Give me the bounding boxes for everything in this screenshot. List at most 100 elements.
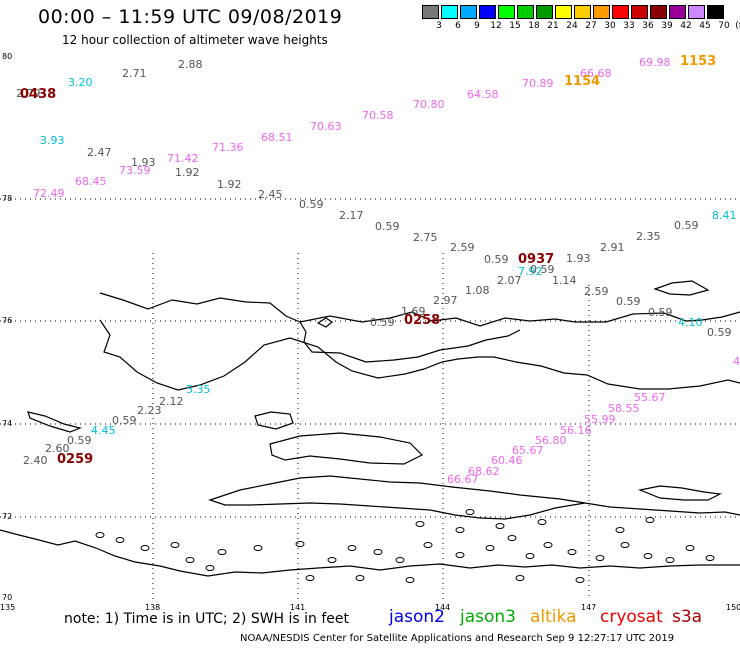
- wave-height-label: 1.92: [175, 166, 200, 179]
- coast-mainland: [0, 529, 740, 577]
- lake-outline: [295, 541, 305, 547]
- graticule: [0, 198, 740, 600]
- scale-label: 39: [661, 21, 673, 31]
- lake-outline: [620, 542, 630, 548]
- scale-label: 9: [474, 21, 480, 31]
- wave-height-label: 0.59: [616, 295, 641, 308]
- scale-label: 42: [680, 21, 692, 31]
- latitude-label: 74: [2, 419, 13, 428]
- scale-swatch: [631, 5, 648, 19]
- map-footer: NOAA/NESDIS Center for Satellite Applica…: [240, 633, 675, 644]
- wave-height-label: 8.41: [712, 209, 737, 222]
- wave-height-label: 68.51: [261, 131, 293, 144]
- scale-swatch: [593, 5, 610, 19]
- wave-height-label: 0.59: [112, 414, 137, 427]
- scale-swatch: [574, 5, 591, 19]
- wave-height-label: 68.62: [468, 465, 500, 478]
- wave-height-label: 2.45: [258, 188, 283, 201]
- lake-outline: [485, 545, 495, 551]
- lake-outline: [217, 549, 227, 555]
- pass-time-label: 0259: [57, 452, 94, 467]
- wave-height-label: 72.49: [33, 187, 65, 200]
- lake-outline: [595, 555, 605, 561]
- legend-s3a: s3a: [672, 607, 703, 627]
- lake-outline: [140, 545, 150, 551]
- pass-time-label: 0937: [518, 252, 555, 267]
- wave-height-label: 56.80: [535, 434, 567, 447]
- wave-height-label: 2.23: [137, 404, 162, 417]
- wave-height-label: 69.98: [639, 56, 671, 69]
- scale-swatch: [517, 5, 534, 19]
- wave-height-label: 0.59: [375, 220, 400, 233]
- scale-swatch: [612, 5, 629, 19]
- scale-swatch: [422, 5, 439, 19]
- wave-height-label: 0.59: [370, 316, 395, 329]
- wave-height-label: 0.59: [674, 219, 699, 232]
- lake-outline: [253, 545, 263, 551]
- legend-jason3: jason3: [460, 607, 516, 627]
- wave-height-label: 2.97: [433, 294, 458, 307]
- wave-height-label: 0.59: [648, 306, 673, 319]
- latitude-label: 76: [2, 316, 13, 325]
- lake-outline: [465, 509, 475, 515]
- coast-east-shore: [584, 502, 740, 516]
- longitude-label: 147: [581, 603, 597, 612]
- wave-height-label: 66.67: [447, 473, 479, 486]
- longitude-label: 138: [145, 603, 161, 612]
- legend-cryosat: cryosat: [600, 607, 663, 627]
- lake-outline: [575, 577, 585, 583]
- coast-land-loop1: [99, 319, 740, 391]
- scale-swatch: [555, 5, 572, 19]
- lake-outline: [615, 527, 625, 533]
- latitude-label: 70: [2, 593, 13, 602]
- scale-swatch: [441, 5, 458, 19]
- wave-height-label: 1.92: [217, 178, 242, 191]
- lake-outline: [537, 519, 547, 525]
- lake-outline: [347, 545, 357, 551]
- scale-label: 6: [455, 21, 461, 31]
- pass-time-label: 0258: [404, 313, 441, 328]
- lake-outline: [705, 555, 715, 561]
- wave-height-label: 2.75: [413, 231, 438, 244]
- scale-unit: (ft): [735, 21, 740, 31]
- wave-height-label: 3.20: [68, 76, 93, 89]
- coast-land-loop2: [299, 321, 521, 363]
- scale-label: 45: [699, 21, 711, 31]
- scale-label: 30: [604, 21, 616, 31]
- wave-height-label: 7.92: [518, 265, 543, 278]
- lake-outline: [525, 553, 535, 559]
- wave-height-label: 0.59: [530, 263, 555, 276]
- scale-label: 18: [528, 21, 540, 31]
- lake-outline: [170, 542, 180, 548]
- wave-height-label: 2.17: [339, 209, 364, 222]
- wave-height-label: 0.59: [707, 326, 732, 339]
- scale-swatch: [707, 5, 724, 19]
- longitude-label: 135: [0, 603, 16, 612]
- lake-outline: [405, 577, 415, 583]
- pass-time-label: 1154: [564, 74, 601, 89]
- wave-height-label: 0.59: [484, 253, 509, 266]
- lake-outline: [567, 549, 577, 555]
- latitude-label: 72: [2, 512, 13, 521]
- latitude-label: 78: [2, 194, 13, 203]
- lake-outline: [685, 545, 695, 551]
- scale-label: 12: [490, 21, 502, 31]
- coast-island-b: [254, 411, 294, 430]
- wave-height-label: 68.45: [75, 175, 107, 188]
- wave-height-label: 58.55: [608, 402, 640, 415]
- pass-time-label: 1153: [680, 54, 717, 69]
- wave-height-label: 1.14: [552, 274, 577, 287]
- scale-swatch: [498, 5, 515, 19]
- wave-height-label: 70.63: [310, 120, 342, 133]
- lake-outline: [455, 527, 465, 533]
- wave-height-label: 70.58: [362, 109, 394, 122]
- scale-label: 24: [566, 21, 578, 31]
- wave-height-label: 2.71: [122, 67, 147, 80]
- coastline: [0, 280, 740, 577]
- scale-swatch: [688, 5, 705, 19]
- map-note: note: 1) Time is in UTC; 2) SWH is in fe…: [64, 611, 350, 627]
- wave-height-label: 2.88: [178, 58, 203, 71]
- coast-island-f: [637, 485, 723, 501]
- coast-peninsula: [208, 475, 586, 520]
- wave-height-label: 2.07: [497, 274, 522, 287]
